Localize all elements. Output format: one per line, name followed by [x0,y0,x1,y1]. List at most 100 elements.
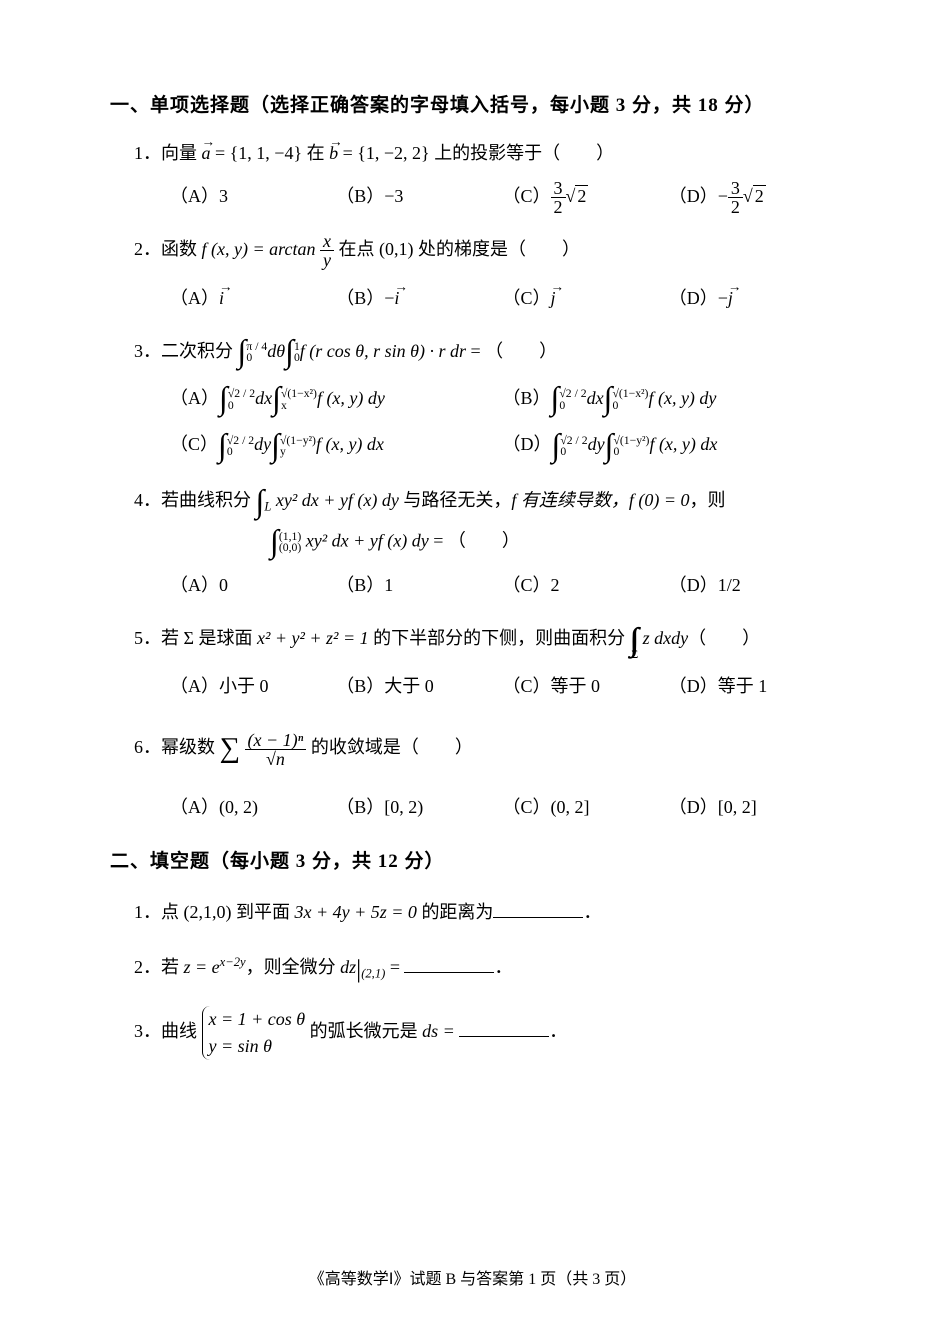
q4-eintg: xy² dx + yf (x) dy [306,530,429,550]
q3-pre: 二次积分 [161,341,238,361]
q1c-rad: 2 [575,185,588,206]
q2-opt-d: （D）−j [669,279,835,319]
blank-field[interactable] [493,899,583,918]
s2q1-num: 1． [134,902,161,922]
q5-mid: 的下半部分的下侧，则曲面积分 [369,628,630,648]
q4-opt-b: （B）1 [336,566,502,606]
q3b-i1l: 0 [559,400,586,412]
q2b-pre: （B）− [336,288,394,308]
q3-num: 3． [134,341,161,361]
q5-tail: （ ） [688,628,760,648]
q3d-d1: dy [588,434,605,454]
q3a-i2h: √(1−x²) [281,388,317,400]
q2b-vec: i [394,279,399,319]
q1d-fn: 3 [728,179,743,198]
q2-fd: y [320,251,334,269]
s2q3-ds: ds = [422,1021,459,1041]
footer-page: 1 [528,1271,536,1288]
q3a-pre: （A） [170,388,219,408]
q6-post: 的收敛域是（ ） [306,737,473,757]
q3c-d1: dy [254,434,271,454]
q4-eq: ∫(1,1)(0,0) xy² dx + yf (x) dy = （ ） [110,526,835,558]
integral-icon: ∫ [271,430,280,462]
s2q3-tail: ． [549,1021,567,1041]
q2-fn: x [320,232,334,251]
q2a-pre: （A） [170,288,219,308]
q2a-vec: i [219,279,224,319]
q3d-pre: （D） [503,434,552,454]
q3-opt-d: （D）∫√2 / 20dy∫√(1−y²)0f (x, y) dx [503,421,836,468]
q1-vec-b: b [329,135,338,171]
s2q3-mid: 的弧长微元是 [305,1021,422,1041]
integral-icon: ∫ [218,430,227,462]
q6-opt-a: （A）(0, 2) [170,788,336,828]
q1-opt-b: （B）−3 [336,177,502,217]
q3a-i1h: √2 / 2 [228,388,255,400]
q3a-d1: dx [255,388,272,408]
q1-a-expr: = {1, 1, −4} [211,143,303,163]
q4-etail: = （ ） [429,530,520,550]
q1-opt-d: （D）−32√2 [669,177,835,217]
q4-sub: L [264,500,271,514]
q3d-f: f (x, y) dx [649,434,717,454]
blank-field[interactable] [459,1018,549,1037]
q3-d1: dθ [267,341,285,361]
s2q2-bsub: (2,1) [361,966,385,980]
q2d-pre: （D）− [669,288,728,308]
q3c-f: f (x, y) dx [316,434,384,454]
q5: 5．若 Σ 是球面 x² + y² + z² = 1 的下半部分的下侧，则曲面积… [110,620,835,661]
q4-post: ，则 [690,490,726,510]
q5-pre: 若 Σ 是球面 [161,628,257,648]
q3: 3．二次积分 ∫π / 40dθ∫10f (r cos θ, r sin θ) … [110,333,835,369]
page-footer: 《高等数学Ⅰ》试题 B 与答案第 1 页（共 3 页） [0,1265,945,1289]
q1: 1．向量 a = {1, 1, −4} 在 b = {1, −2, 2} 上的投… [110,135,835,171]
q5-dsub: Σ [631,649,638,661]
q6: 6．幂级数 ∑ (x − 1)ⁿ√n 的收敛域是（ ） [110,720,835,778]
s2q1-post: 的距离为 [417,902,494,922]
s2q2-z: z = e [184,957,220,977]
s2q1-pre: 点 (2,1,0) 到平面 [161,902,295,922]
q3b-i2h: √(1−x²) [612,388,648,400]
s2q1-tail: ． [583,902,601,922]
q3-i1l: 0 [246,352,267,364]
q6-opt-b: （B）[0, 2) [336,788,502,828]
q4-c1: f 有连续导数， [511,490,629,510]
q6-pre: 幂级数 [161,737,220,757]
q2-opt-a: （A）i [170,279,336,319]
s2q2-exp: x−2y [220,955,246,969]
q2d-vec: j [728,279,733,319]
s2-q3: 3．曲线 x = 1 + cos θy = sin θ 的弧长微元是 ds = … [110,1006,835,1060]
q4-c2: f (0) = 0 [629,490,690,510]
q6-fn: (x − 1)ⁿ [245,731,307,750]
integral-icon: ∫ [552,430,561,462]
q2-num: 2． [134,239,161,259]
q1d-pre: （D）− [669,186,728,206]
q5-options: （A）小于 0 （B）大于 0 （C）等于 0 （D）等于 1 [110,667,835,707]
q1-mid: 在 [302,143,329,163]
q3b-i2l: 0 [612,400,648,412]
q5-opt-b: （B）大于 0 [336,667,502,707]
q2-pre: 函数 [161,239,202,259]
q3d-i2l: 0 [613,446,649,458]
q3c-pre: （C） [170,434,218,454]
integral-icon: ∫ [604,383,613,415]
s2q2-pre: 若 [161,957,184,977]
q3c-i2l: y [280,446,316,458]
q2c-pre: （C） [503,288,551,308]
integral-icon: ∫ [270,526,279,558]
q4-pre: 若曲线积分 [161,490,256,510]
section-1-title: 一、单项选择题（选择正确答案的字母填入括号，每小题 3 分，共 18 分） [110,90,835,117]
s2q2-dz: dz [340,957,356,977]
q1-options: （A）3 （B）−3 （C）32√2 （D）−32√2 [110,177,835,217]
q6-fd: √n [245,750,307,768]
q4-options: （A）0 （B）1 （C）2 （D）1/2 [110,566,835,606]
q2c-vec: j [551,279,556,319]
q1-opt-a: （A）3 [170,177,336,217]
q1c-fn: 3 [551,179,566,198]
q4-opt-a: （A）0 [170,566,336,606]
integral-icon: ∫ [605,430,614,462]
blank-field[interactable] [404,954,494,973]
q4-el: (0,0) [279,542,301,554]
q5-opt-d: （D）等于 1 [669,667,835,707]
q1c-sqrt: √2 [566,177,589,217]
